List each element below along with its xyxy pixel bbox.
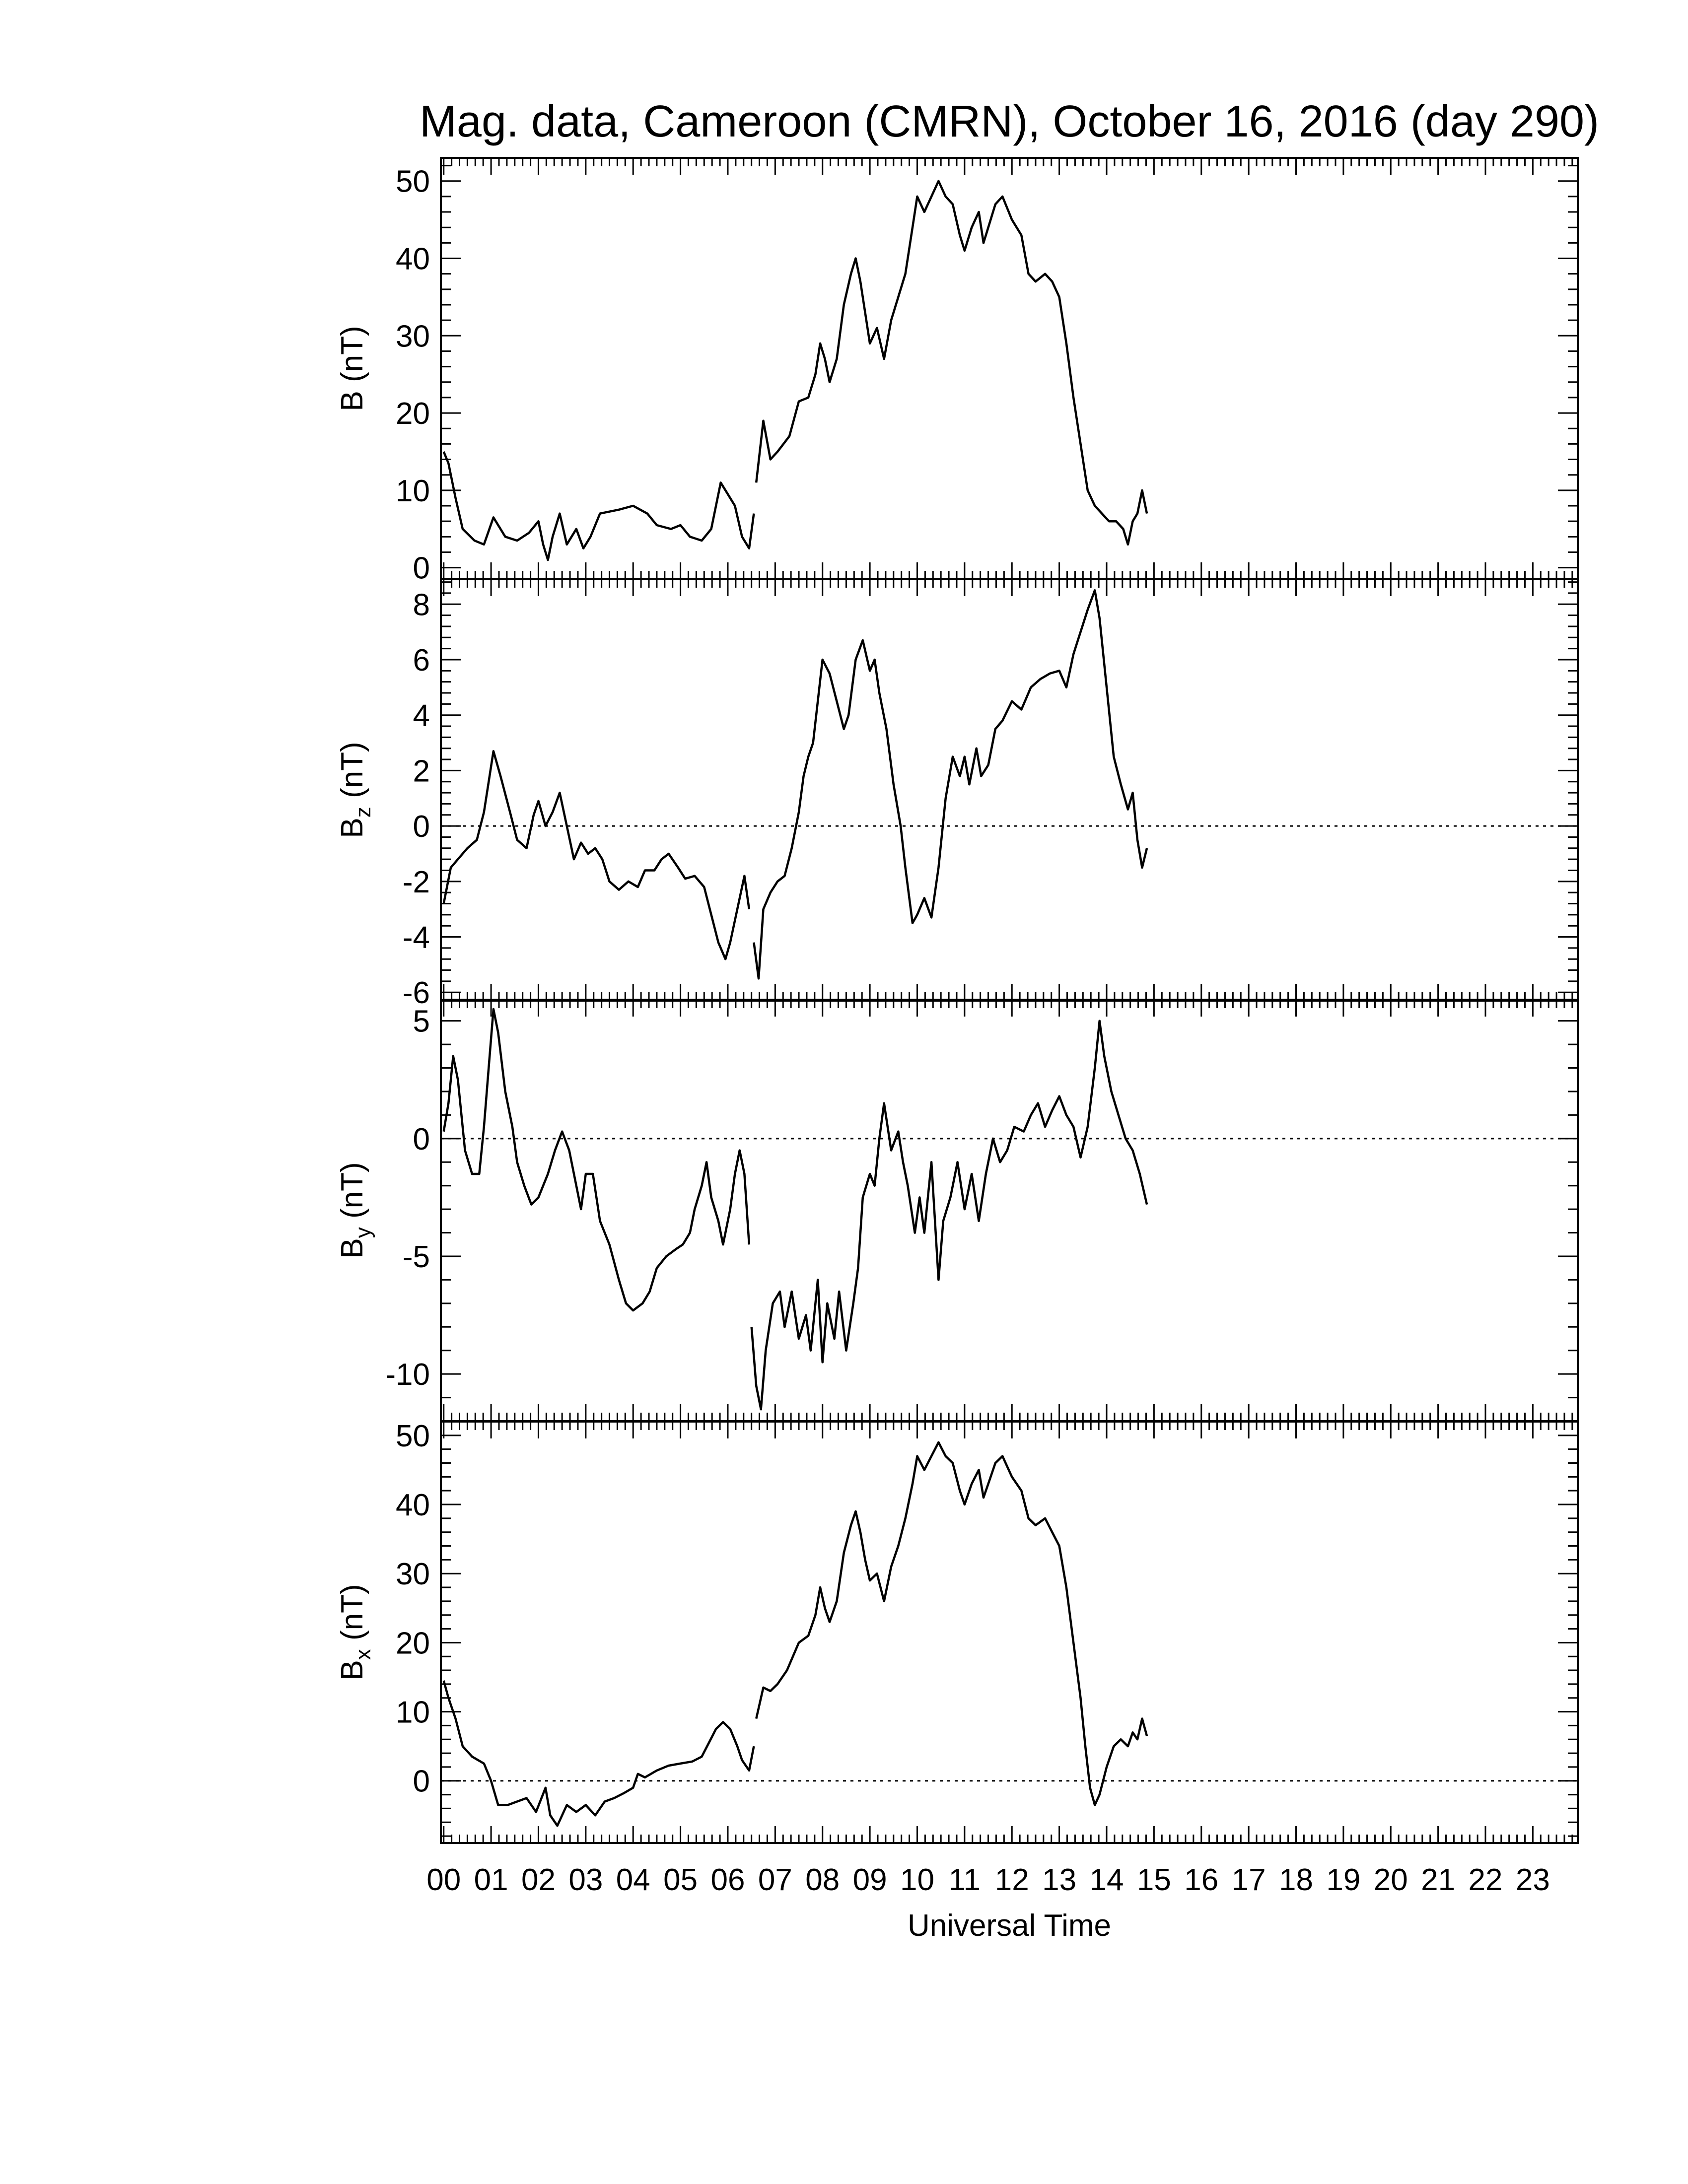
panel-bx: 0 10 20 30 40 50 Bx (nT) bbox=[335, 1419, 1579, 1844]
y-tick-label: 50 bbox=[396, 165, 430, 199]
y-axis-label-subscript: y bbox=[351, 1227, 375, 1238]
x-tick-label: 03 bbox=[568, 1863, 603, 1897]
y-tick-label: -10 bbox=[385, 1358, 430, 1392]
x-tick-label: 13 bbox=[1042, 1863, 1076, 1897]
series-line-bz-segment bbox=[442, 750, 751, 960]
y-axis-label: Bx (nT) bbox=[335, 1584, 375, 1680]
x-tick-label: 20 bbox=[1374, 1863, 1408, 1897]
y-axis-label-unit: (nT) bbox=[335, 326, 369, 391]
x-tick-label: 10 bbox=[900, 1863, 934, 1897]
x-tick-label: 00 bbox=[426, 1863, 461, 1897]
y-axis-label: Bz (nT) bbox=[335, 742, 375, 838]
x-tick-label: 04 bbox=[616, 1863, 650, 1897]
series-line-b-segment bbox=[755, 180, 1148, 546]
series-line-bx-segment bbox=[755, 1441, 1148, 1806]
y-tick-label: 0 bbox=[413, 810, 430, 844]
y-tick-label: 0 bbox=[413, 551, 430, 586]
x-tick-label: 05 bbox=[663, 1863, 698, 1897]
y-tick-label: 40 bbox=[396, 242, 430, 276]
x-tick-label: 12 bbox=[995, 1863, 1029, 1897]
x-tick-label: 11 bbox=[949, 1863, 981, 1897]
y-tick-label: 30 bbox=[396, 319, 430, 353]
y-axis-label-main: B bbox=[335, 391, 369, 411]
y-tick-label: 50 bbox=[396, 1419, 430, 1453]
y-tick-label: 0 bbox=[413, 1122, 430, 1157]
x-tick-label: 23 bbox=[1516, 1863, 1550, 1897]
x-tick-label: 17 bbox=[1232, 1863, 1266, 1897]
series-line-bx-segment bbox=[442, 1680, 755, 1827]
y-tick-label: 4 bbox=[413, 699, 430, 733]
x-tick-label: 19 bbox=[1326, 1863, 1360, 1897]
series-line-by-segment bbox=[750, 1020, 1148, 1411]
y-axis-label-unit: (nT) bbox=[335, 1584, 369, 1649]
y-tick-label: 20 bbox=[396, 1626, 430, 1660]
panel-frame bbox=[440, 1421, 1579, 1844]
y-tick-label: 2 bbox=[413, 754, 430, 788]
chart-title: Mag. data, Cameroon (CMRN), October 16, … bbox=[420, 97, 1599, 146]
x-tick-label: 09 bbox=[853, 1863, 887, 1897]
y-tick-label: -6 bbox=[403, 976, 430, 1010]
series-line-bz-segment bbox=[753, 589, 1148, 980]
y-tick-label: 6 bbox=[413, 643, 430, 678]
panel-by: -10 -5 0 5 By (nT) bbox=[335, 999, 1579, 1422]
y-tick-label: 10 bbox=[396, 1696, 430, 1730]
y-axis-label-main: B bbox=[335, 818, 369, 838]
y-axis-label-subscript: x bbox=[351, 1649, 375, 1660]
y-tick-label: 40 bbox=[396, 1488, 430, 1522]
x-tick-label: 18 bbox=[1279, 1863, 1313, 1897]
panel-b: 0 10 20 30 40 50 B (nT) bbox=[335, 157, 1579, 586]
y-tick-label: -5 bbox=[403, 1240, 430, 1274]
x-tick-label: 16 bbox=[1184, 1863, 1218, 1897]
x-tick-label: 21 bbox=[1421, 1863, 1455, 1897]
y-axis-label: By (nT) bbox=[335, 1162, 375, 1258]
y-axis-label-subscript: z bbox=[351, 807, 375, 818]
y-tick-label: -4 bbox=[403, 921, 430, 955]
y-axis-label-main: B bbox=[335, 1660, 369, 1680]
x-tick-label: 07 bbox=[758, 1863, 792, 1897]
x-tick-label: 14 bbox=[1090, 1863, 1124, 1897]
y-tick-label: 30 bbox=[396, 1557, 430, 1591]
series-line-by-segment bbox=[442, 1008, 751, 1312]
panel-bz: -6 -4 -2 0 2 4 6 8 Bz (nT) bbox=[335, 578, 1579, 1010]
x-tick-label: 02 bbox=[521, 1863, 556, 1897]
x-axis-label: Universal Time bbox=[908, 1909, 1111, 1943]
x-tick-label: 01 bbox=[474, 1863, 508, 1897]
y-tick-label: 5 bbox=[413, 1005, 430, 1039]
x-tick-label: 22 bbox=[1469, 1863, 1503, 1897]
y-tick-label: 0 bbox=[413, 1765, 430, 1799]
series-line-b-segment bbox=[442, 451, 755, 561]
x-tick-label: 15 bbox=[1137, 1863, 1171, 1897]
y-tick-label: -2 bbox=[403, 865, 430, 899]
y-axis-label: B (nT) bbox=[335, 326, 369, 411]
x-tick-label: 06 bbox=[710, 1863, 745, 1897]
y-axis-label-main: B bbox=[335, 1238, 369, 1258]
x-tick-label: 08 bbox=[805, 1863, 840, 1897]
y-tick-label: 8 bbox=[413, 588, 430, 622]
y-tick-label: 20 bbox=[396, 397, 430, 431]
y-axis-label-unit: (nT) bbox=[335, 742, 369, 807]
y-tick-label: 10 bbox=[396, 474, 430, 508]
y-axis-label-unit: (nT) bbox=[335, 1162, 369, 1227]
